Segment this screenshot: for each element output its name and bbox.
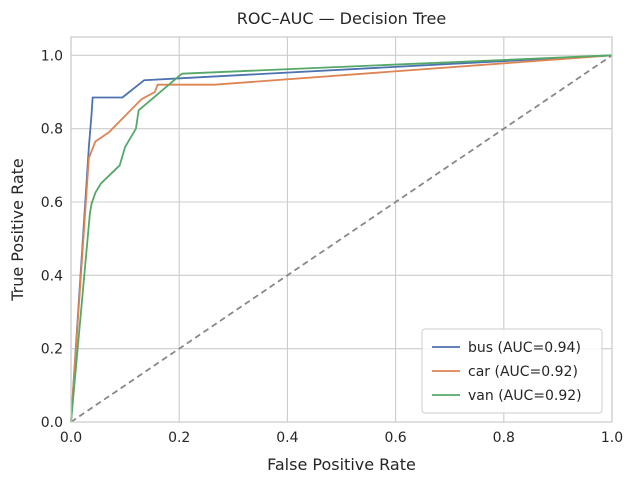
y-tick-labels: 0.0 0.2 0.4 0.6 0.8 1.0 [41, 48, 63, 431]
x-tick-label-3: 0.6 [384, 430, 406, 446]
y-tick-label-2: 0.4 [41, 268, 63, 284]
y-tick-label-4: 0.8 [41, 122, 63, 138]
reference-diagonal [70, 54, 613, 423]
chart-title: ROC–AUC — Decision Tree [237, 9, 446, 28]
series-lines [70, 54, 613, 423]
y-tick-label-0: 0.0 [41, 415, 63, 431]
x-tick-label-0: 0.0 [60, 430, 82, 446]
grid [70, 37, 613, 423]
x-tick-label-2: 0.4 [276, 430, 298, 446]
x-tick-labels: 0.0 0.2 0.4 0.6 0.8 1.0 [60, 430, 623, 446]
series-line-0 [70, 54, 613, 423]
legend-label-2: van (AUC=0.92) [468, 388, 582, 404]
y-tick-label-5: 1.0 [41, 48, 63, 64]
plot-frame [70, 36, 613, 423]
legend-box [421, 328, 603, 414]
y-axis-label: True Positive Rate [8, 158, 27, 302]
y-tick-label-1: 0.2 [41, 342, 63, 358]
x-tick-label-5: 1.0 [601, 430, 623, 446]
legend-label-0: bus (AUC=0.94) [468, 340, 581, 356]
series-line-1 [70, 54, 613, 423]
series-line-2 [70, 54, 613, 423]
legend: bus (AUC=0.94) car (AUC=0.92) van (AUC=0.9… [421, 328, 603, 414]
legend-label-1: car (AUC=0.92) [468, 364, 578, 380]
x-tick-label-4: 0.8 [493, 430, 515, 446]
x-tick-label-1: 0.2 [168, 430, 190, 446]
x-axis-label: False Positive Rate [267, 455, 416, 474]
y-tick-label-3: 0.6 [41, 195, 63, 211]
chance-line [70, 54, 613, 423]
